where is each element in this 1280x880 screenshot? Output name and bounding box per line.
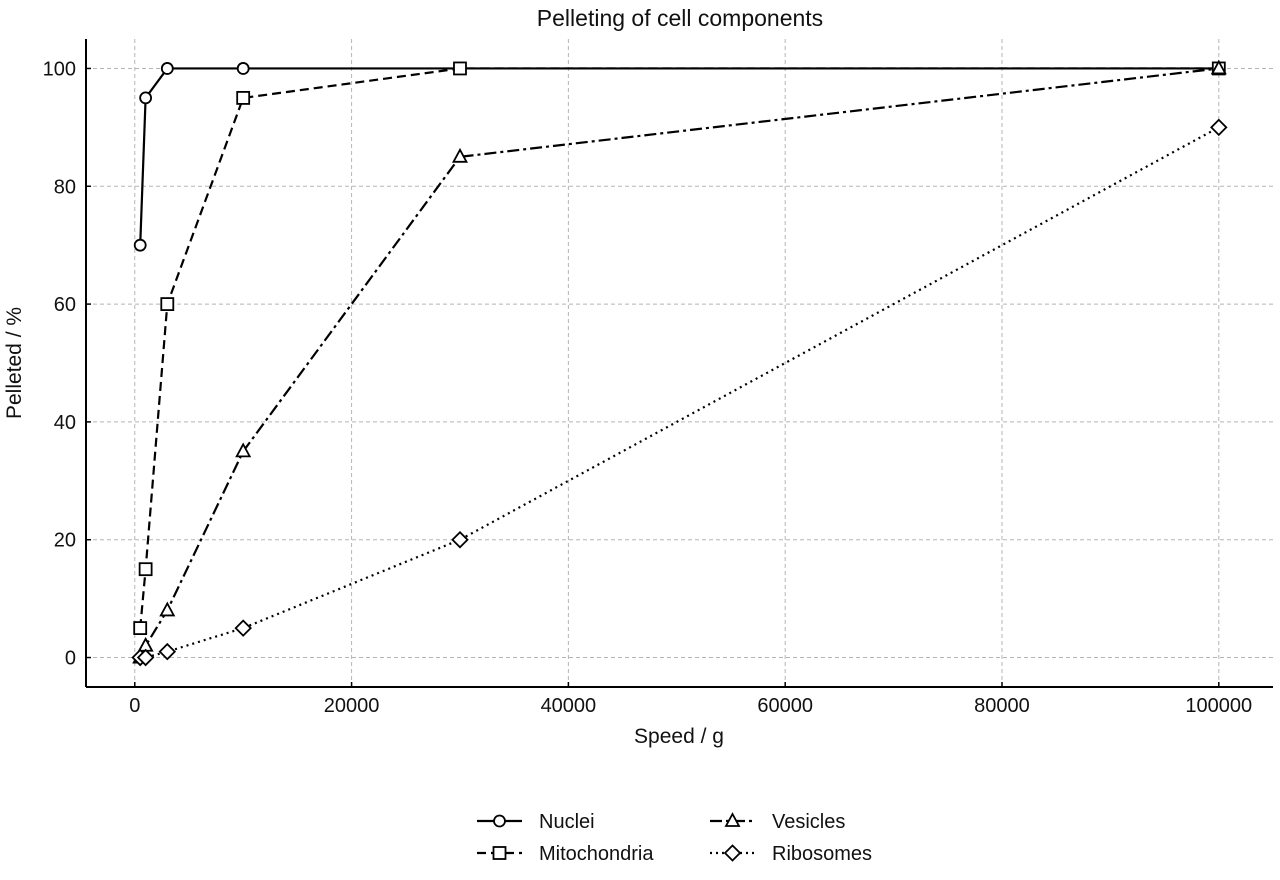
legend-item-mitochondria: Mitochondria: [477, 843, 654, 865]
y-tick-label: 100: [43, 58, 76, 80]
series-ribosomes: [131, 118, 1228, 667]
series-vesicles: [132, 59, 1227, 664]
data-point-nuclei: [236, 62, 250, 75]
legend-item-ribosomes: Ribosomes: [710, 843, 872, 865]
y-tick-label: 60: [54, 294, 76, 316]
legend-label: Vesicles: [772, 811, 845, 833]
data-point-ribosomes: [234, 619, 252, 637]
series-line-mitochondria: [139, 67, 1219, 629]
y-tick-label: 80: [54, 176, 76, 198]
x-tick-label: 40000: [541, 695, 597, 717]
data-point-ribosomes: [158, 642, 177, 661]
x-tick-label: 60000: [757, 695, 813, 717]
x-tick-label: 20000: [324, 695, 380, 717]
data-point-mitochondria: [160, 297, 175, 311]
chart-title: Pelleting of cell components: [537, 5, 823, 31]
data-point-mitochondria: [453, 61, 467, 76]
legend-marker: [724, 812, 741, 827]
y-tick-label: 0: [65, 648, 76, 670]
x-tick-label: 100000: [1185, 695, 1252, 717]
y-tick-label: 20: [54, 530, 76, 552]
data-point-vesicles: [1210, 59, 1227, 75]
data-point-mitochondria: [236, 91, 251, 105]
legend-label: Ribosomes: [772, 843, 872, 865]
y-tick-label: 40: [54, 412, 76, 434]
data-point-nuclei: [160, 62, 174, 75]
legend: Nuclei Mitochondria Vesicles Ribosomes: [477, 811, 872, 865]
data-point-ribosomes: [1210, 118, 1228, 137]
data-point-vesicles: [159, 601, 176, 617]
legend-label: Nuclei: [539, 811, 595, 833]
data-point-vesicles: [235, 442, 252, 458]
series-layer: [131, 59, 1228, 667]
legend-item-nuclei: Nuclei: [477, 811, 595, 833]
data-point-nuclei: [139, 91, 153, 105]
data-point-mitochondria: [138, 562, 153, 577]
series-nuclei: [133, 62, 1226, 252]
series-line-ribosomes: [140, 126, 1220, 659]
legend-marker: [492, 846, 507, 860]
axes: [85, 39, 1273, 688]
series-mitochondria: [133, 61, 1226, 635]
series-line-vesicles: [139, 67, 1219, 659]
legend-item-vesicles: Vesicles: [710, 811, 845, 833]
legend-label: Mitochondria: [539, 843, 654, 865]
data-point-mitochondria: [133, 621, 148, 635]
x-tick-label: 80000: [974, 695, 1030, 717]
data-point-ribosomes: [136, 648, 155, 667]
ticks: 0 20000 40000 60000 80000 100000 0 20 40 60 80 100: [43, 58, 1253, 717]
legend-marker: [723, 844, 742, 862]
legend-marker: [493, 814, 506, 828]
series-line-nuclei: [139, 67, 1219, 246]
x-axis-title: Speed / g: [634, 725, 724, 748]
data-point-ribosomes: [451, 530, 469, 549]
y-axis-title: Pelleted / %: [3, 307, 26, 419]
data-point-vesicles: [451, 147, 468, 163]
grid: [86, 39, 1273, 687]
x-tick-label: 0: [129, 695, 140, 717]
data-point-nuclei: [133, 238, 147, 252]
